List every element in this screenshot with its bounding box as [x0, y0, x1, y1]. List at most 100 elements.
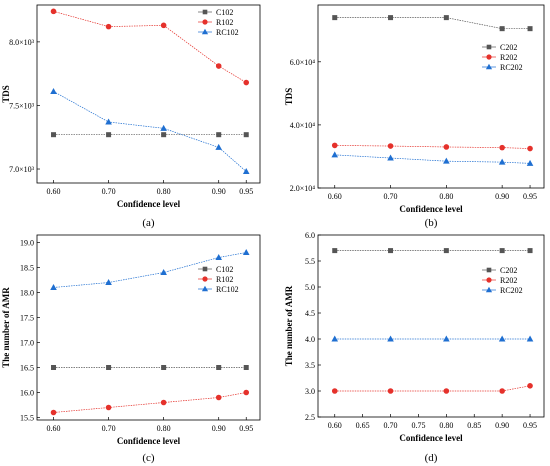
series-R102 — [50, 389, 250, 416]
panel-caption: (d) — [425, 452, 438, 464]
x-axis-label: Confidence level — [399, 204, 463, 214]
legend-marker — [201, 28, 209, 35]
y-tick-label: 7.5×10³ — [9, 101, 35, 110]
chart-panel-2: 0.60 0.70 0.80 0.90 0.95 2.0×10⁴ 4.0×10⁴ 6.0×10… — [284, 4, 545, 229]
series-C102 — [51, 365, 249, 370]
data-point — [331, 388, 338, 394]
y-tick-label: 3.0 — [305, 387, 315, 396]
series-line — [53, 91, 247, 172]
y-tick-label: 16.5 — [20, 364, 34, 373]
plot-frame — [317, 4, 545, 189]
x-tick-label: 0.80 — [157, 424, 171, 433]
chart-panel-3: 0.60 0.70 0.80 0.90 0.95 15.5 16.0 16.5 17.0 17.5… — [1, 234, 261, 464]
y-axis-label: The number of AMR — [1, 287, 11, 368]
series-line — [53, 11, 247, 83]
y-tick-label: 4.5 — [305, 309, 315, 318]
data-point — [499, 388, 505, 394]
data-point — [105, 23, 112, 30]
data-point — [332, 15, 338, 21]
legend-marker — [202, 266, 208, 272]
data-point — [527, 26, 533, 32]
y-tick-label: 19.0 — [20, 239, 34, 248]
legend-entry: R102 — [216, 275, 233, 284]
data-point — [443, 157, 450, 164]
legend-entry: R202 — [500, 276, 517, 285]
data-point — [105, 279, 112, 285]
legend-entry: R102 — [216, 18, 233, 27]
series-C202 — [332, 248, 533, 254]
series-R102 — [50, 8, 250, 86]
data-point — [499, 248, 505, 254]
y-axis-label: The number of AMR — [284, 285, 294, 366]
data-point — [331, 151, 339, 158]
data-point — [387, 154, 394, 161]
plot-frame — [36, 234, 261, 421]
data-point — [332, 248, 338, 254]
y-tick-label: 3.5 — [305, 361, 315, 370]
legend-marker — [486, 277, 492, 283]
series-C102 — [51, 132, 249, 138]
legend-marker — [201, 285, 209, 292]
data-point — [243, 132, 249, 138]
data-point — [498, 335, 506, 342]
legend-entry: RC102 — [216, 28, 239, 37]
legend-entry: C202 — [500, 266, 517, 275]
y-tick-label: 17.5 — [20, 314, 34, 323]
y-tick-label: 18.0 — [20, 289, 34, 298]
plot-frame — [36, 4, 261, 184]
data-point — [51, 365, 57, 370]
data-point — [161, 365, 167, 370]
x-axis-label: Confidence level — [399, 433, 463, 443]
data-point — [443, 335, 450, 342]
chart-panel-1: 0.60 0.70 0.80 0.90 0.95 7.0×10³ 7.5×10³ 8.0×10… — [1, 4, 261, 229]
data-point — [106, 365, 112, 370]
data-point — [242, 168, 250, 175]
data-point — [242, 249, 250, 255]
y-tick-label: 6.0×10⁴ — [290, 58, 316, 67]
x-tick-label: 0.95 — [239, 187, 253, 196]
data-point — [443, 15, 449, 21]
x-tick-label: 0.95 — [523, 421, 537, 430]
data-point — [160, 22, 167, 29]
panel-caption: (b) — [425, 217, 438, 229]
data-point — [527, 145, 533, 152]
x-tick-label: 0.60 — [47, 187, 61, 196]
y-axis-label: TDS — [284, 88, 294, 106]
legend-marker — [485, 63, 493, 70]
x-tick-label: 0.65 — [356, 421, 370, 430]
series-line — [334, 17, 531, 30]
data-point — [215, 394, 222, 401]
x-tick-label: 0.95 — [239, 424, 253, 433]
x-tick-label: 0.70 — [384, 192, 398, 201]
data-point — [161, 132, 167, 138]
data-point — [443, 144, 450, 150]
y-tick-label: 2.0×10⁴ — [290, 184, 316, 193]
data-point — [443, 388, 450, 394]
chart-panel-4: 0.60 0.65 0.70 0.75 0.80 0.85 0.90 0.95 2.5 3.0 3.… — [284, 231, 545, 464]
series-RC102 — [50, 87, 250, 175]
y-tick-label: 16.0 — [20, 389, 34, 398]
y-tick-label: 17.0 — [20, 339, 34, 348]
legend-entry: RC202 — [500, 63, 523, 72]
x-tick-label: 0.70 — [384, 421, 398, 430]
legend-marker — [486, 54, 492, 60]
x-tick-label: 0.70 — [102, 424, 116, 433]
data-point — [50, 409, 57, 416]
data-point — [215, 254, 223, 260]
legend-entry: RC102 — [216, 285, 239, 294]
y-tick-label: 8.0×10³ — [9, 38, 35, 47]
x-tick-label: 0.60 — [328, 192, 342, 201]
x-tick-label: 0.85 — [467, 421, 481, 430]
y-tick-label: 5.0 — [305, 283, 315, 292]
legend-marker — [486, 267, 492, 273]
y-tick-label: 6.0 — [305, 231, 315, 240]
data-point — [387, 388, 394, 394]
plot-frame — [317, 234, 545, 418]
x-tick-label: 0.80 — [439, 421, 453, 430]
data-point — [51, 132, 57, 138]
x-tick-label: 0.90 — [495, 421, 509, 430]
